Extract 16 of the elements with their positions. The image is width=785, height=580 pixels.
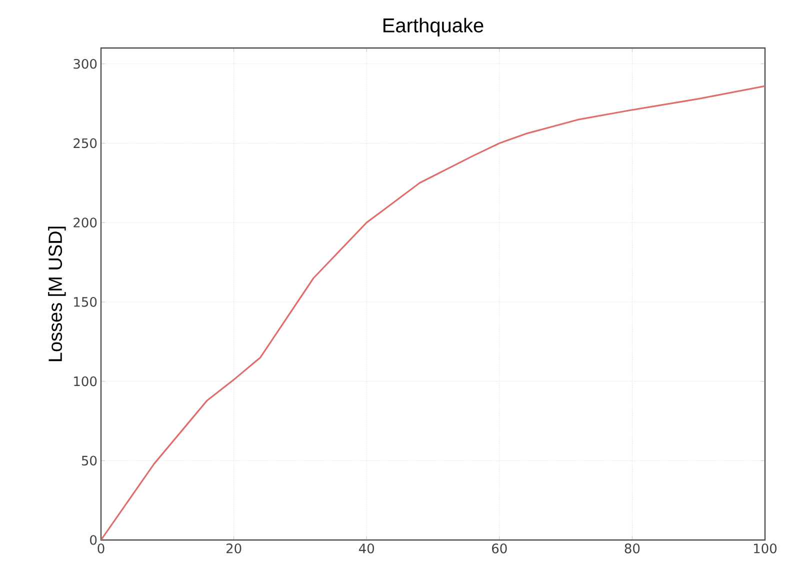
x-tick-label: 0 [98,544,104,554]
x-tick-label: 20 [226,544,242,554]
y-tick-label: 200 [74,218,97,228]
y-tick-label: 300 [74,58,97,69]
y-axis-title: Losses [M USD] [48,226,66,362]
line-series [101,85,765,540]
x-tick-label: 100 [754,544,777,554]
y-tick-label: 0 [90,535,97,545]
x-tick-label: 40 [358,544,374,554]
x-tick-label: 60 [492,544,507,554]
y-tick-label: 250 [74,138,97,148]
x-tick-label: 80 [624,544,640,554]
chart-title: Earthquake [384,18,484,36]
y-tick-label: 100 [74,376,97,386]
y-tick-label: 150 [74,297,97,307]
y-tick-label: 50 [82,456,97,466]
